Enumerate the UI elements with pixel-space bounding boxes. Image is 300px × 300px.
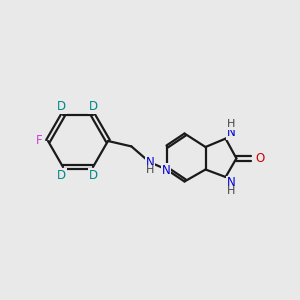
Text: N: N <box>226 176 236 190</box>
Text: D: D <box>88 169 98 182</box>
Text: D: D <box>57 169 66 182</box>
Text: D: D <box>88 100 98 113</box>
Text: N: N <box>161 164 170 177</box>
Text: H: H <box>227 186 235 197</box>
Text: N: N <box>146 156 154 169</box>
Text: D: D <box>57 100 66 113</box>
Text: O: O <box>255 152 264 165</box>
Text: F: F <box>36 134 43 148</box>
Text: N: N <box>226 126 236 139</box>
Text: H: H <box>227 119 235 129</box>
Text: H: H <box>146 165 154 176</box>
